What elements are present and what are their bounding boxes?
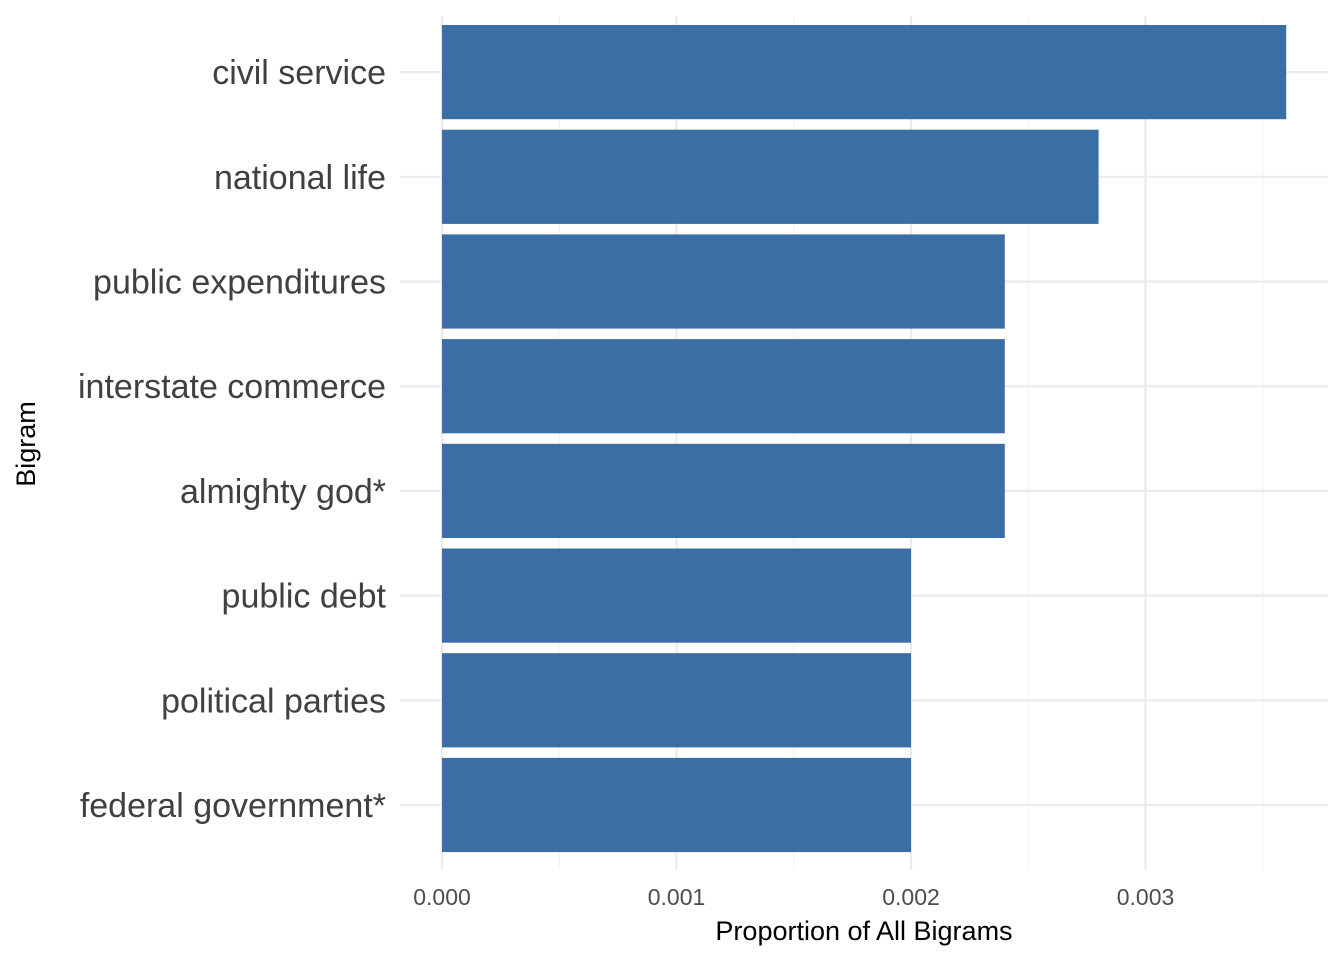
category-label: national life xyxy=(214,159,386,197)
category-labels: civil service national life public expendi… xyxy=(78,54,387,825)
bar xyxy=(442,234,1005,329)
bar xyxy=(442,548,911,643)
bar xyxy=(442,443,1005,538)
bar xyxy=(442,757,911,853)
category-label: civil service xyxy=(212,54,386,92)
x-tick-labels: 0.000 0.001 0.002 0.003 xyxy=(413,884,1174,910)
category-label: interstate commerce xyxy=(78,368,386,406)
bars xyxy=(442,25,1287,853)
x-tick-label: 0.000 xyxy=(413,884,471,910)
x-tick-label: 0.002 xyxy=(882,884,940,910)
category-label: public expenditures xyxy=(93,264,386,302)
x-tick-label: 0.003 xyxy=(1117,884,1175,910)
y-axis-title: Bigram xyxy=(11,401,41,487)
bar xyxy=(442,129,1099,224)
bar xyxy=(442,653,911,748)
category-label: public debt xyxy=(222,578,387,616)
bar xyxy=(442,339,1005,434)
bar xyxy=(442,25,1287,120)
x-tick-label: 0.001 xyxy=(648,884,706,910)
x-axis-title: Proportion of All Bigrams xyxy=(715,916,1012,946)
category-label: political parties xyxy=(161,682,386,720)
category-label: federal government* xyxy=(80,787,386,825)
category-label: almighty god* xyxy=(180,473,386,511)
